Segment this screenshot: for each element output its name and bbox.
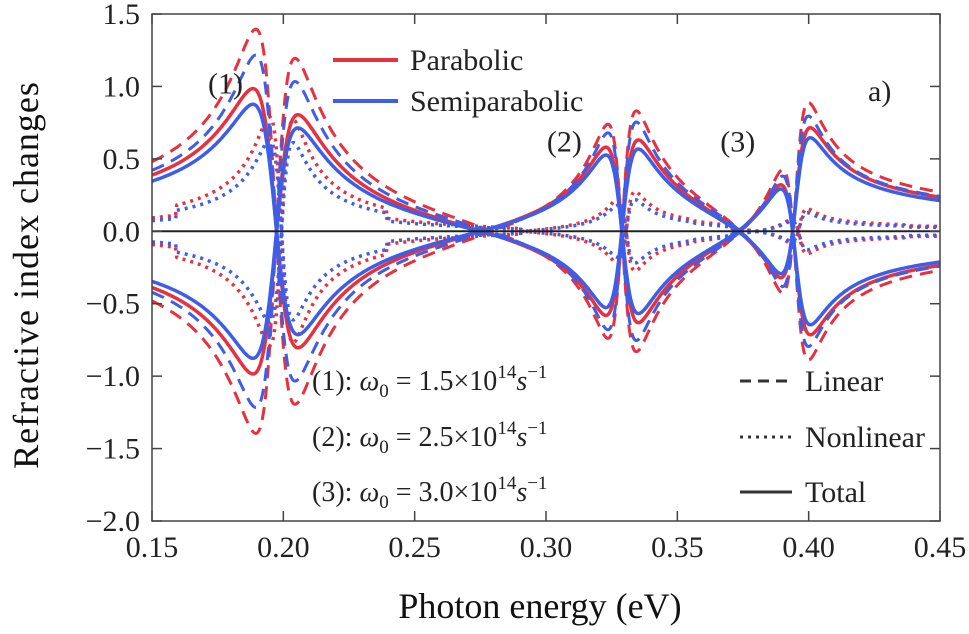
parameter-2: (2): ω0 = 2.5×1014s−1: [312, 418, 547, 458]
legend-label-total: Total: [805, 476, 866, 509]
series-semiparabolic-total-lower: [151, 126, 941, 361]
x-axis-title: Photon energy (eV): [398, 586, 681, 626]
y-axis-title: Refractive index changes: [6, 81, 46, 469]
x-tick-label: 0.35: [651, 531, 704, 564]
series-semiparabolic-total-upper: [151, 102, 941, 337]
style-legend: Linear Nonlinear Total: [740, 365, 925, 509]
parameter-1: (1): ω0 = 1.5×1014s−1: [312, 362, 547, 402]
series-semiparabolic-nonlinear-lower: [151, 138, 941, 322]
y-tick-label: −2.0: [86, 505, 140, 538]
x-tick-label: 0.15: [126, 531, 179, 564]
panel-label: a): [868, 75, 891, 108]
y-tick-label: −1.0: [86, 360, 140, 393]
legend-label-parabolic: Parabolic: [410, 44, 523, 77]
y-tick-label: 1.5: [103, 0, 141, 31]
curves-layer: [151, 27, 941, 435]
legend-label-nonlinear: Nonlinear: [805, 421, 925, 454]
y-tick-label: −1.5: [86, 433, 140, 466]
y-tick-label: −0.5: [86, 288, 140, 321]
parameter-3: (3): ω0 = 3.0×1014s−1: [312, 473, 547, 513]
x-tick-label: 0.20: [257, 531, 310, 564]
x-tick-label: 0.25: [388, 531, 441, 564]
y-tick-label: 1.0: [103, 70, 141, 103]
series-semiparabolic-linear-lower: [151, 80, 941, 409]
x-tick-label: 0.40: [782, 531, 835, 564]
peak-labels: (1) (2) (3): [208, 68, 755, 159]
legend-label-semiparabolic: Semiparabolic: [410, 85, 583, 118]
model-legend: Parabolic Semiparabolic: [333, 44, 583, 118]
series-semiparabolic-nonlinear-upper: [151, 140, 941, 324]
legend-label-linear: Linear: [805, 365, 883, 398]
peak-label: (3): [720, 126, 755, 159]
x-tick-label: 0.45: [914, 531, 967, 564]
parameter-list: (1): ω0 = 1.5×1014s−1 (2): ω0 = 2.5×1014…: [312, 362, 547, 513]
series-semiparabolic-linear-upper: [151, 53, 941, 383]
y-tick-label: 0.0: [103, 215, 141, 248]
peak-label: (1): [208, 68, 243, 101]
x-tick-label: 0.30: [520, 531, 573, 564]
peak-label: (2): [547, 126, 582, 159]
y-tick-label: 0.5: [103, 143, 141, 176]
axis-ticks: 0.15 0.20 0.25 0.30 0.35 0.40 0.45 1.5 1.0 0.5 0.0…: [86, 0, 967, 564]
